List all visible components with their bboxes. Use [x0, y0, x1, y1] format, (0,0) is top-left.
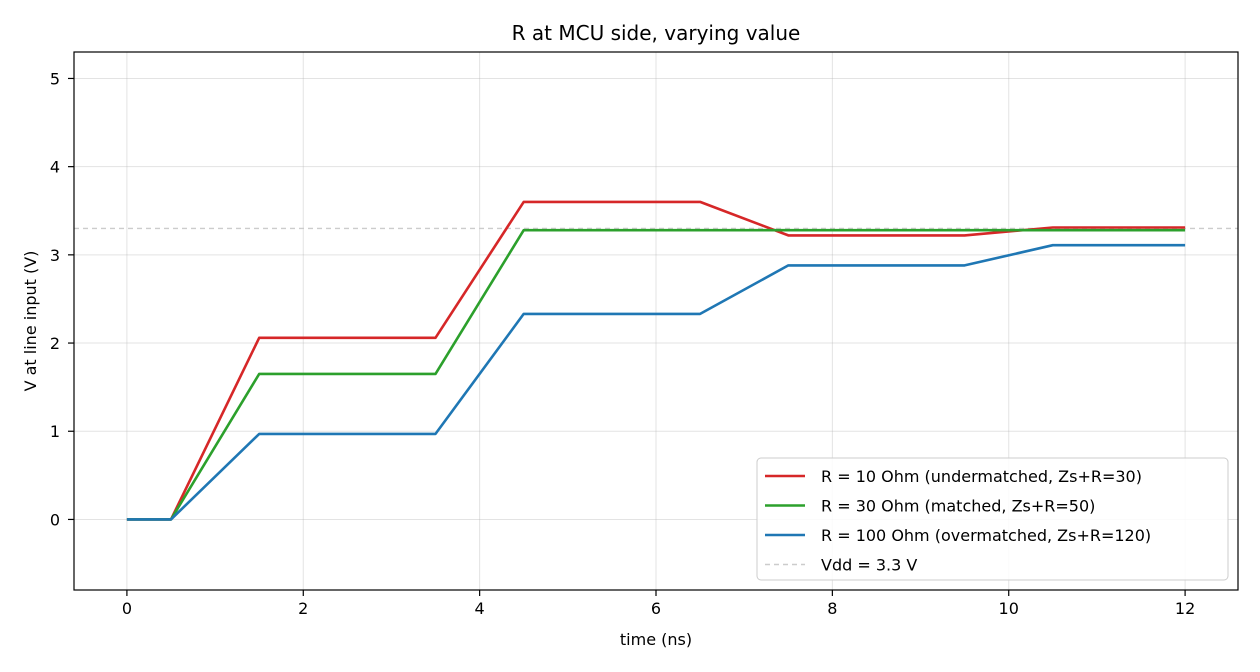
chart-title: R at MCU side, varying value [512, 21, 801, 45]
y-tick-label: 1 [50, 422, 60, 441]
y-tick-label: 4 [50, 158, 60, 177]
legend-frame [756, 457, 1229, 581]
legend-label-2: R = 30 Ohm (matched, Zs+R=50) [821, 497, 1095, 516]
x-tick-label: 4 [475, 599, 485, 618]
legend-label-1: R = 10 Ohm (undermatched, Zs+R=30) [821, 467, 1142, 486]
y-tick-label: 2 [50, 334, 60, 353]
y-axis-label: V at line input (V) [21, 251, 40, 392]
x-tick-label: 10 [999, 599, 1019, 618]
y-tick-label: 5 [50, 69, 60, 88]
series-line-2 [126, 228, 1186, 521]
x-axis-label: time (ns) [620, 630, 692, 649]
x-tick-label: 12 [1175, 599, 1195, 618]
x-tick-label: 0 [122, 599, 132, 618]
series-line-3 [126, 243, 1186, 521]
legend-label-vdd: Vdd = 3.3 V [821, 556, 917, 575]
x-tick-label: 6 [651, 599, 661, 618]
y-tick-label: 0 [50, 510, 60, 529]
grid [74, 52, 1238, 590]
x-tick-label: 2 [298, 599, 308, 618]
legend: R = 10 Ohm (undermatched, Zs+R=30) R = 30… [756, 457, 1229, 581]
series-layer [126, 200, 1186, 521]
y-tick-label: 3 [50, 246, 60, 265]
legend-label-3: R = 100 Ohm (overmatched, Zs+R=120) [821, 526, 1151, 545]
x-tick-label: 8 [827, 599, 837, 618]
